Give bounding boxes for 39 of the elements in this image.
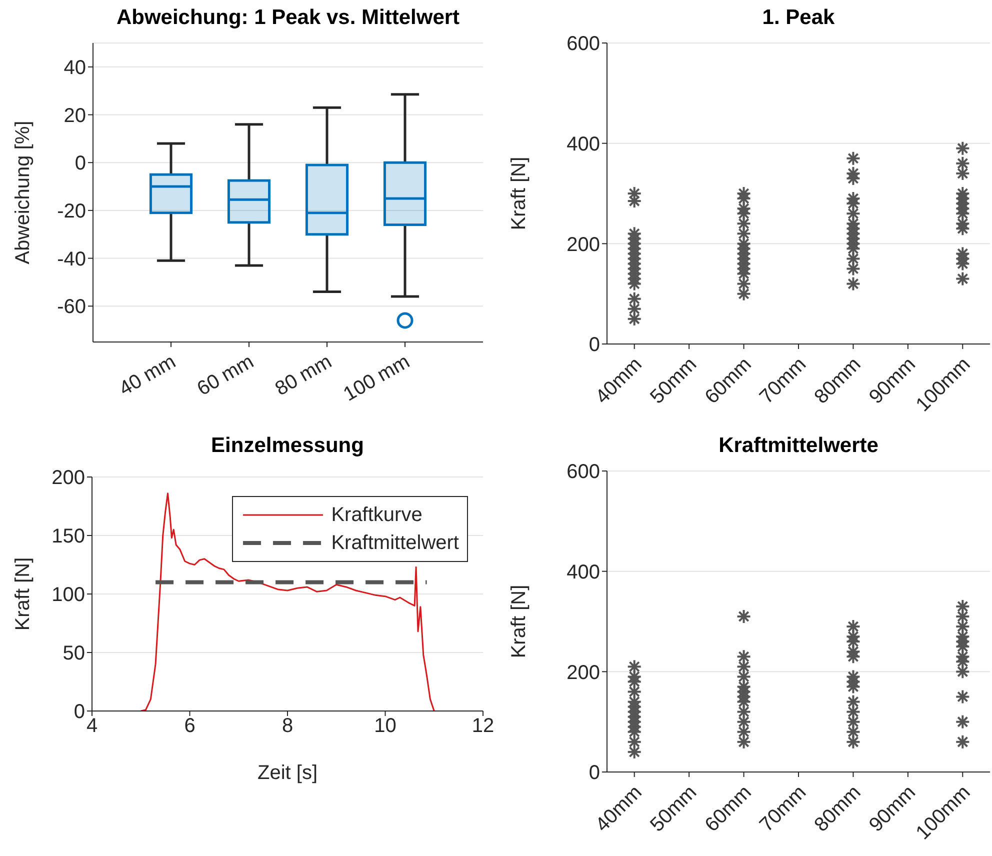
y-axis-title: Kraft [N] xyxy=(12,557,34,631)
y-tick-label: 0 xyxy=(588,334,600,356)
y-tick-label: -20 xyxy=(57,200,86,223)
y-tick-label: 0 xyxy=(74,152,86,175)
y-tick-label: 20 xyxy=(64,104,86,127)
y-tick-label: 40 xyxy=(64,57,86,80)
x-tick-label: 4 xyxy=(86,715,98,738)
x-tick-label: 8 xyxy=(282,715,294,738)
x-tick-label: 60 mm xyxy=(194,350,258,400)
chart-title: Einzelmessung xyxy=(210,434,365,458)
x-tick-label: 80 mm xyxy=(272,350,336,400)
y-tick-label: 0 xyxy=(74,701,85,724)
chart-title: Kraftmittelwerte xyxy=(718,434,880,458)
y-tick-label: 100 xyxy=(52,584,85,606)
y-tick-label: 50 xyxy=(62,642,85,665)
y-tick-label: 0 xyxy=(588,762,600,784)
y-tick-label: 200 xyxy=(566,662,600,684)
y-axis-title: Kraft [N] xyxy=(508,584,530,658)
x-tick-label: 12 xyxy=(472,715,494,738)
y-tick-label: 600 xyxy=(566,33,600,56)
y-tick-label: 600 xyxy=(566,461,600,484)
x-tick-label: 6 xyxy=(184,715,196,738)
chart-title: 1. Peak xyxy=(761,6,836,30)
x-tick-label: 10 xyxy=(374,715,396,738)
y-axis-title: Kraft [N] xyxy=(508,156,530,230)
x-tick-label: 40 mm xyxy=(116,350,180,400)
y-tick-label: 200 xyxy=(52,467,85,490)
x-axis-title: Zeit [s] xyxy=(257,762,318,784)
y-tick-label: -40 xyxy=(57,248,86,270)
y-axis-title: Abweichung [%] xyxy=(12,120,34,264)
y-tick-label: 400 xyxy=(566,133,600,156)
y-tick-label: -60 xyxy=(57,296,86,318)
legend-label: Kraftkurve xyxy=(331,504,422,526)
y-tick-label: 400 xyxy=(566,561,600,584)
y-tick-label: 150 xyxy=(52,526,85,548)
y-tick-label: 200 xyxy=(566,234,600,256)
x-tick-label: 100 mm xyxy=(340,350,414,406)
chart-title: Abweichung: 1 Peak vs. Mittelwert xyxy=(115,6,461,30)
legend-label: Kraftmittelwert xyxy=(331,532,459,554)
